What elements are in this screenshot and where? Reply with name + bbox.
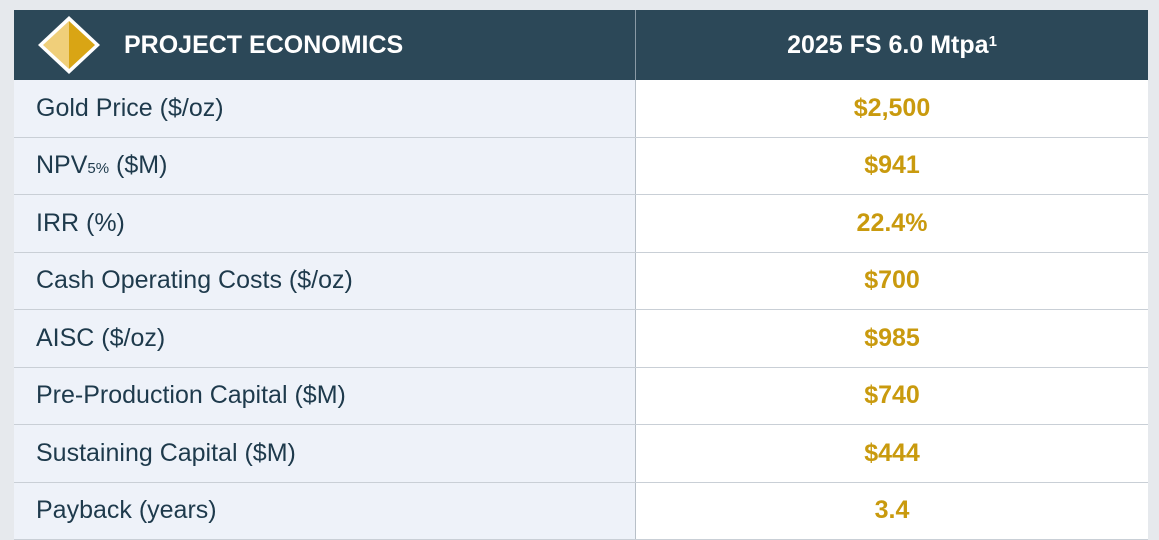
label-cell: Gold Price ($/oz) [14, 80, 636, 137]
header-cell: PROJECT ECONOMICS [14, 10, 636, 80]
row-value: 22.4% [857, 209, 928, 238]
row-label: Gold Price ($/oz) [36, 94, 224, 123]
table-row: IRR (%) 22.4% [14, 195, 1148, 253]
row-label-rest: ($M) [109, 151, 167, 180]
header-column: 2025 FS 6.0 Mtpa [787, 31, 988, 60]
label-cell: Cash Operating Costs ($/oz) [14, 253, 636, 310]
row-value: $740 [864, 381, 920, 410]
row-label: NPV [36, 151, 87, 180]
label-cell: IRR (%) [14, 195, 636, 252]
header-title: PROJECT ECONOMICS [124, 31, 403, 60]
value-cell: 22.4% [636, 195, 1148, 252]
row-label: Payback (years) [36, 496, 217, 525]
row-label: Sustaining Capital ($M) [36, 439, 296, 468]
row-label: IRR (%) [36, 209, 125, 238]
row-value: $985 [864, 324, 920, 353]
row-value: $700 [864, 266, 920, 295]
value-cell: $2,500 [636, 80, 1148, 137]
row-value: $941 [864, 151, 920, 180]
value-cell: 3.4 [636, 483, 1148, 540]
footnote-mark: 1 [989, 33, 997, 50]
value-cell: $941 [636, 138, 1148, 195]
diamond-icon [14, 10, 124, 80]
row-label: Cash Operating Costs ($/oz) [36, 266, 353, 295]
label-cell: Pre-Production Capital ($M) [14, 368, 636, 425]
table-row: AISC ($/oz) $985 [14, 310, 1148, 368]
row-label: Pre-Production Capital ($M) [36, 381, 346, 410]
label-cell: Payback (years) [14, 483, 636, 540]
table-row: Sustaining Capital ($M) $444 [14, 425, 1148, 483]
value-cell: $985 [636, 310, 1148, 367]
value-cell: $444 [636, 425, 1148, 482]
table-row: Payback (years) 3.4 [14, 483, 1148, 540]
label-cell: Sustaining Capital ($M) [14, 425, 636, 482]
table-row: Gold Price ($/oz) $2,500 [14, 80, 1148, 138]
value-cell: $700 [636, 253, 1148, 310]
table-row: Cash Operating Costs ($/oz) $700 [14, 253, 1148, 311]
value-cell: $740 [636, 368, 1148, 425]
table-row: Pre-Production Capital ($M) $740 [14, 368, 1148, 426]
label-cell: AISC ($/oz) [14, 310, 636, 367]
label-subscript: 5% [87, 160, 109, 177]
row-value: $444 [864, 439, 920, 468]
row-value: $2,500 [854, 94, 930, 123]
row-label: AISC ($/oz) [36, 324, 165, 353]
row-value: 3.4 [875, 496, 910, 525]
